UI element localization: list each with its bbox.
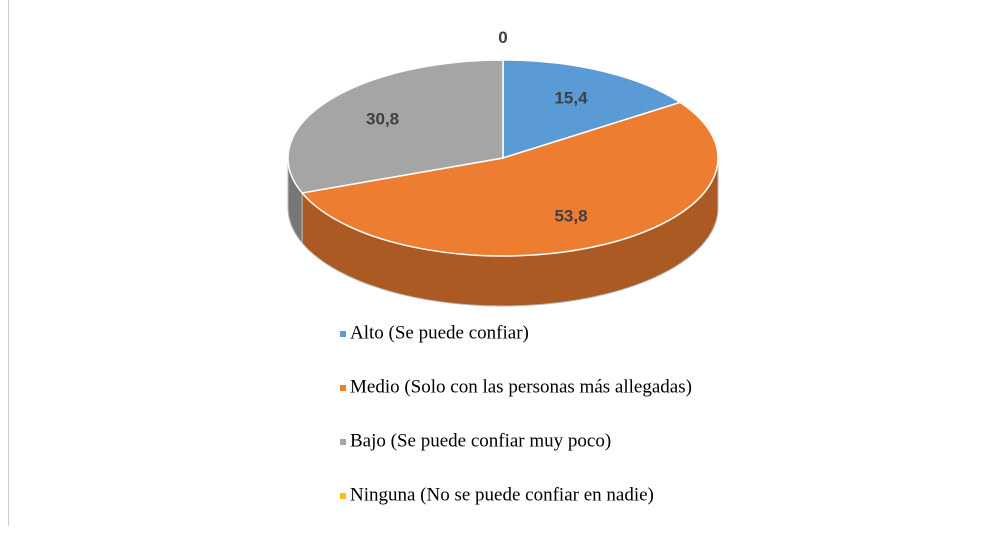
legend-label: Alto (Se puede confiar) bbox=[350, 322, 529, 343]
legend-swatch bbox=[340, 439, 346, 445]
legend-label: Ninguna (No se puede confiar en nadie) bbox=[350, 484, 654, 505]
legend-swatch bbox=[340, 331, 346, 337]
data-label: 53,8 bbox=[554, 206, 587, 225]
slice bbox=[502, 59, 682, 160]
legend-swatch bbox=[340, 493, 346, 499]
legend-swatch bbox=[340, 385, 346, 391]
data-label: 30,8 bbox=[366, 110, 399, 129]
data-label: 0 bbox=[498, 28, 507, 47]
legend-label: Bajo (Se puede confiar muy poco) bbox=[350, 430, 611, 451]
slice bbox=[287, 59, 504, 194]
slice bbox=[300, 101, 719, 257]
legend-label: Medio (Solo con las personas más allegad… bbox=[350, 376, 692, 397]
data-label: 15,4 bbox=[554, 88, 588, 107]
